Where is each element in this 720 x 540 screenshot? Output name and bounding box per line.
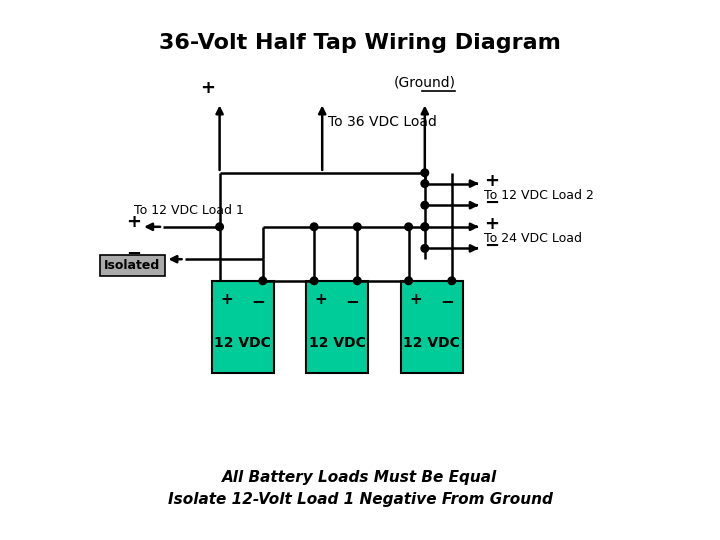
Circle shape	[310, 223, 318, 231]
Text: 12 VDC: 12 VDC	[214, 336, 271, 350]
Circle shape	[421, 169, 428, 177]
Text: −: −	[125, 245, 141, 263]
Text: +: +	[126, 213, 140, 232]
Circle shape	[216, 223, 223, 231]
Circle shape	[448, 277, 456, 285]
Text: 12 VDC: 12 VDC	[309, 336, 366, 350]
Circle shape	[405, 277, 413, 285]
Circle shape	[310, 277, 318, 285]
Circle shape	[421, 223, 428, 231]
Text: −: −	[484, 193, 500, 212]
Text: −: −	[346, 292, 359, 309]
Text: All Battery Loads Must Be Equal: All Battery Loads Must Be Equal	[222, 470, 498, 485]
Text: +: +	[315, 292, 328, 307]
Text: +: +	[484, 215, 499, 233]
Bar	[212, 281, 274, 373]
Text: −: −	[440, 292, 454, 309]
Circle shape	[405, 223, 413, 231]
Circle shape	[354, 223, 361, 231]
Text: 12 VDC: 12 VDC	[403, 336, 460, 350]
Text: (Ground): (Ground)	[394, 75, 456, 89]
Text: To 36 VDC Load: To 36 VDC Load	[328, 114, 436, 129]
Circle shape	[421, 201, 428, 209]
Text: −: −	[251, 292, 265, 309]
Text: +: +	[484, 172, 499, 190]
Circle shape	[421, 245, 428, 252]
Circle shape	[259, 277, 266, 285]
Text: To 12 VDC Load 2: To 12 VDC Load 2	[484, 189, 594, 202]
Text: 36-Volt Half Tap Wiring Diagram: 36-Volt Half Tap Wiring Diagram	[159, 33, 561, 53]
Text: −: −	[484, 237, 500, 255]
Text: +: +	[200, 79, 215, 97]
Text: Isolate 12-Volt Load 1 Negative From Ground: Isolate 12-Volt Load 1 Negative From Gro…	[168, 492, 552, 507]
Bar	[400, 281, 463, 373]
Circle shape	[354, 277, 361, 285]
Text: +: +	[409, 292, 422, 307]
Text: To 12 VDC Load 1: To 12 VDC Load 1	[134, 204, 244, 217]
Circle shape	[421, 223, 428, 231]
Bar	[99, 255, 164, 276]
Bar	[306, 281, 368, 373]
Text: Isolated: Isolated	[104, 259, 161, 272]
Circle shape	[421, 180, 428, 187]
Text: +: +	[220, 292, 233, 307]
Text: To 24 VDC Load: To 24 VDC Load	[484, 232, 582, 245]
